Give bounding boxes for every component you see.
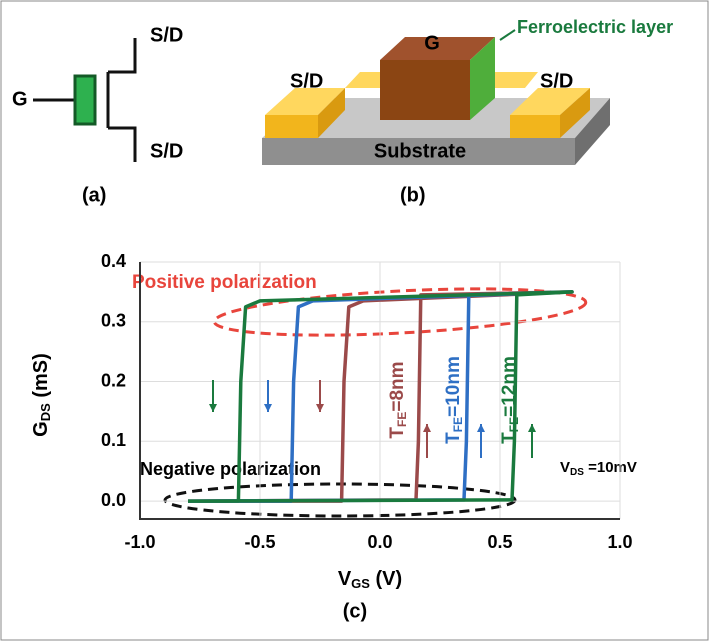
gate-label: G — [12, 88, 28, 110]
arrow-head — [423, 424, 431, 432]
panel-label: (b) — [400, 184, 426, 206]
x-tick-label: -0.5 — [244, 532, 275, 552]
series-label-part: FE — [507, 417, 521, 432]
x-tick-label: 1.0 — [607, 532, 632, 552]
y-axis-label: GDS (mS) — [30, 353, 53, 437]
series-label: TFE=8nm — [387, 361, 409, 438]
annotation-part: =10mV — [584, 459, 637, 476]
series-label-part: T — [387, 427, 408, 439]
terminal-label: S/D — [150, 140, 183, 162]
series-label-part: T — [443, 432, 464, 444]
y-tick-label: 0.4 — [101, 251, 126, 271]
y-tick-label: 0.1 — [101, 430, 126, 450]
series-label-part: FE — [451, 417, 465, 432]
x-tick-label: 0.0 — [367, 532, 392, 552]
y-axis-label-part: G — [30, 421, 52, 437]
layer-label: Ferroelectric layer — [517, 17, 673, 37]
y-axis-label-part: DS — [38, 403, 53, 421]
x-axis-label: VGS (V) — [338, 568, 402, 591]
annotation: VDS =10mV — [560, 459, 637, 478]
arrow-head — [209, 404, 217, 412]
annotation-part: V — [560, 459, 570, 476]
arrow-head — [316, 404, 324, 412]
annotation: Positive polarization — [132, 272, 317, 293]
arrow-head — [264, 404, 272, 412]
y-axis-label-part: (mS) — [30, 353, 52, 403]
arrow-head — [528, 424, 536, 432]
arrow-head — [477, 424, 485, 432]
chart-title: (c) — [343, 600, 367, 622]
series-label-part: =12nm — [499, 356, 520, 417]
terminal-label: S/D — [290, 70, 323, 92]
annotation-part: DS — [570, 467, 584, 478]
series-label: TFE=10nm — [443, 356, 465, 444]
x-axis-label-part: (V) — [370, 568, 402, 590]
y-tick-label: 0.3 — [101, 311, 126, 331]
series-label-part: FE — [395, 412, 409, 427]
diagram-a — [33, 38, 135, 162]
figure: G S/D S/D (a) G Ferroelectric layer S/D … — [0, 0, 710, 642]
terminal-label: S/D — [150, 24, 183, 46]
y-tick-label: 0.2 — [101, 370, 126, 390]
panel-label: (a) — [82, 184, 106, 206]
series-label-part: =10nm — [443, 356, 464, 417]
gate-label: G — [424, 32, 440, 54]
x-tick-label: -1.0 — [124, 532, 155, 552]
terminal-label: S/D — [540, 70, 573, 92]
series-label: TFE=12nm — [499, 356, 521, 444]
series-label-part: T — [499, 432, 520, 444]
series-label-part: =8nm — [387, 361, 408, 411]
y-tick-label: 0.0 — [101, 490, 126, 510]
x-axis-label-part: GS — [351, 576, 370, 591]
x-tick-label: 0.5 — [487, 532, 512, 552]
annotation: Negative polarization — [140, 459, 321, 479]
substrate-label: Substrate — [374, 140, 466, 162]
x-axis-label-part: V — [338, 568, 352, 590]
